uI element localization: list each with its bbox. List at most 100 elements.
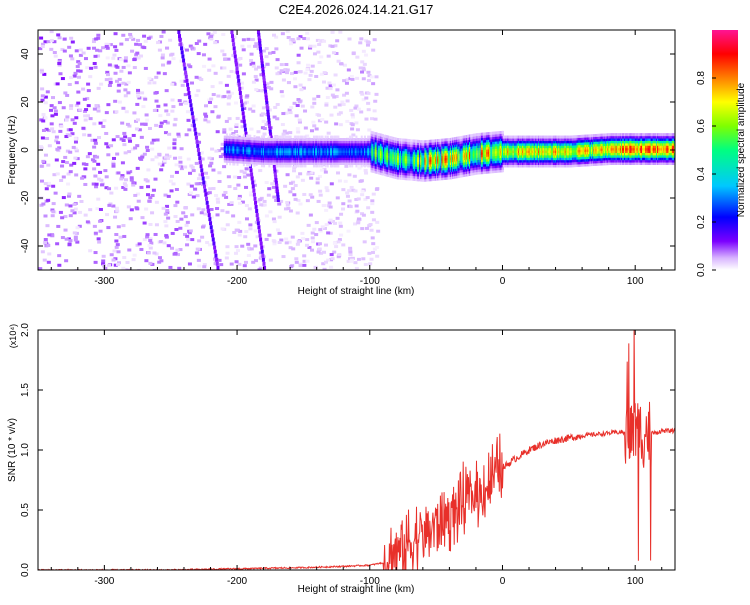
spectrogram-cell <box>173 156 178 160</box>
spectrogram-cell <box>425 166 428 170</box>
spectrogram-cell <box>425 152 428 156</box>
spectrogram-cell <box>460 157 463 161</box>
spectrogram-cell <box>276 198 280 202</box>
spectrogram-cell <box>280 147 283 151</box>
spectrogram-cell <box>393 151 396 155</box>
spectrogram-cell <box>242 163 245 167</box>
spectrogram-cell <box>390 148 393 152</box>
spectrogram-cell <box>332 154 335 158</box>
spectrogram-cell <box>341 138 344 141</box>
spectrogram-cell <box>278 140 281 144</box>
spectrogram-cell <box>231 157 234 161</box>
spectrogram-cell <box>261 253 265 258</box>
spectrogram-cell <box>289 135 292 139</box>
spectrogram-cell <box>421 154 424 158</box>
spectrogram-cell <box>428 159 431 163</box>
spectrogram-cell <box>245 160 248 164</box>
spectrogram-cell <box>314 127 319 131</box>
spectrogram-cell <box>237 136 240 140</box>
spectrogram-cell <box>462 166 465 170</box>
spectrogram-cell <box>361 162 364 165</box>
spectrogram-cell <box>390 153 393 157</box>
spectrogram-cell <box>267 140 270 144</box>
spectrogram-cell <box>43 95 48 99</box>
spectrogram-cell <box>248 153 251 157</box>
spectrogram-cell <box>464 164 467 168</box>
spectrogram-cell <box>186 118 191 122</box>
spectrogram-cell <box>370 138 373 142</box>
spectrogram-cell <box>345 140 348 144</box>
spectrogram-cell <box>466 139 469 143</box>
spectrogram-cell <box>172 252 177 256</box>
spectrogram-cell <box>372 157 375 161</box>
spectrogram-cell <box>406 148 409 152</box>
spectrogram-cell <box>412 163 415 167</box>
spectrogram-cell <box>156 71 161 75</box>
spectrogram-cell <box>339 162 342 165</box>
spectrogram-cell <box>281 142 284 146</box>
spectrogram-cell <box>123 187 128 191</box>
spectrogram-cell <box>366 40 371 44</box>
spectrogram-cell <box>104 111 109 115</box>
spectrogram-cell <box>385 163 388 167</box>
spectrogram-cell <box>271 157 274 161</box>
spectrogram-cell <box>420 149 423 153</box>
spectrogram-cell <box>401 169 404 173</box>
spectrogram-cell <box>287 154 290 158</box>
spectrogram-cell <box>401 172 404 176</box>
spectrogram-cell <box>247 156 250 160</box>
spectrogram-cell <box>141 105 146 109</box>
spectrogram-cell <box>134 53 139 57</box>
spectrogram-cell <box>375 254 380 258</box>
spectrogram-cell <box>107 203 112 207</box>
spectrogram-cell <box>436 144 439 147</box>
spectrogram-cell <box>237 262 242 266</box>
spectrogram-cell <box>319 251 324 255</box>
spectrogram-cell <box>422 149 425 153</box>
spectrogram-cell <box>454 168 457 172</box>
spectrogram-cell <box>127 137 132 141</box>
spectrogram-cell <box>240 244 245 248</box>
spectrogram-cell <box>340 145 343 149</box>
spectrogram-cell <box>276 145 279 149</box>
spectrogram-cell <box>411 160 414 164</box>
spectrogram-cell <box>345 99 350 103</box>
spectrogram-cell <box>225 159 228 163</box>
spectrogram-cell <box>369 152 372 156</box>
spectrogram-cell <box>218 155 223 159</box>
spectrogram-cell <box>372 109 377 113</box>
spectrogram-cell <box>150 158 155 162</box>
spectrogram-cell <box>277 138 280 141</box>
spectrogram-cell <box>422 145 425 149</box>
spectrogram-cell <box>334 135 337 139</box>
spectrogram-cell <box>294 154 297 158</box>
spectrogram-cell <box>426 142 429 146</box>
spectrogram-cell <box>452 163 455 167</box>
spectrogram-cell <box>220 142 225 146</box>
spectrogram-cell <box>401 138 404 142</box>
spectrogram-cell <box>357 164 362 168</box>
spectrogram-cell <box>234 143 237 147</box>
spectrogram-cell <box>326 138 329 141</box>
spectrogram-cell <box>162 241 167 245</box>
spectrogram-cell <box>414 175 417 179</box>
spectrogram-cell <box>115 262 120 266</box>
spectrogram-cell <box>310 150 313 153</box>
spectrogram-cell <box>403 177 406 181</box>
spectrogram-cell <box>383 168 386 171</box>
spectrogram-cell <box>366 147 369 151</box>
spectrogram-cell <box>290 138 293 141</box>
spectrogram-cell <box>308 157 311 161</box>
spectrogram-cell <box>111 160 116 164</box>
spectrogram-cell <box>404 165 407 169</box>
spectrogram-cell <box>415 166 418 170</box>
spectrogram-cell <box>168 265 173 269</box>
spectrogram-cell <box>363 157 366 161</box>
spectrogram-cell <box>362 62 367 66</box>
spectrogram-cell <box>396 169 399 173</box>
spectrogram-cell <box>392 165 395 169</box>
spectrogram-cell <box>429 175 432 179</box>
spectrogram-cell <box>242 143 245 147</box>
spectrogram-cell <box>354 266 359 270</box>
spectrogram-cell <box>434 168 437 172</box>
